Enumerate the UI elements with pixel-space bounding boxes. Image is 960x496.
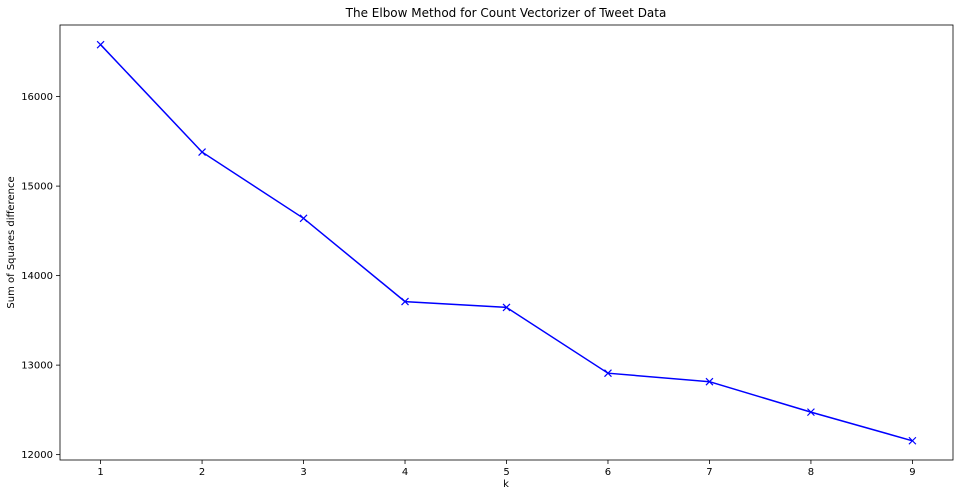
x-tick-label: 4 [402, 467, 408, 478]
y-axis-label: Sum of Squares difference [6, 176, 17, 308]
data-point [807, 408, 815, 417]
x-axis: 1 2 3 4 5 6 7 8 9 [97, 460, 916, 478]
data-point [299, 214, 308, 223]
y-axis: 12000 13000 14000 15000 16000 [21, 92, 60, 461]
x-tick-label: 3 [300, 467, 306, 478]
x-tick-label: 1 [97, 467, 103, 478]
y-tick-label: 14000 [21, 271, 53, 282]
x-tick-label: 7 [706, 467, 712, 478]
x-tick-label: 6 [605, 467, 611, 478]
x-axis-label: k [503, 479, 509, 490]
chart-title: The Elbow Method for Count Vectorizer of… [345, 6, 667, 20]
series-markers [96, 40, 917, 445]
data-point [401, 297, 409, 306]
data-point [198, 148, 206, 157]
y-tick-label: 15000 [21, 182, 53, 193]
data-point [604, 369, 612, 378]
x-tick-label: 2 [199, 467, 205, 478]
y-tick-label: 13000 [21, 361, 53, 372]
y-tick-label: 16000 [21, 92, 53, 103]
x-tick-label: 9 [909, 467, 915, 478]
x-tick-label: 8 [808, 467, 814, 478]
data-point [502, 303, 511, 312]
data-point [96, 40, 105, 49]
plot-area [59, 24, 954, 461]
x-tick-label: 5 [503, 467, 509, 478]
data-point [705, 377, 714, 386]
y-tick-label: 12000 [21, 450, 53, 461]
data-point [908, 436, 917, 445]
